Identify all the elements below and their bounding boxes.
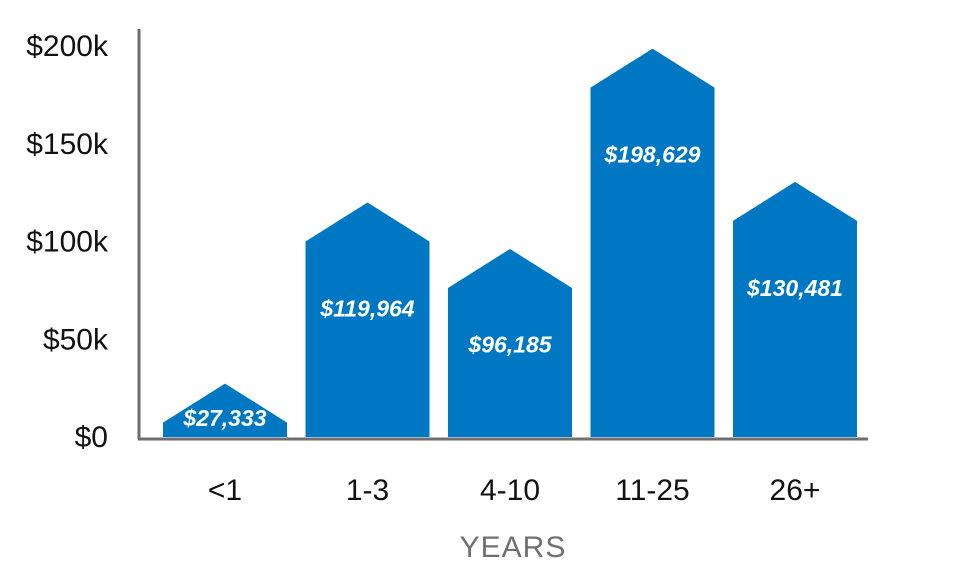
bar	[163, 383, 287, 437]
x-category-label: 1-3	[346, 474, 389, 507]
y-tick-label: $50k	[43, 323, 109, 356]
y-tick-label: $100k	[26, 226, 109, 259]
bar-data-label: $198,629	[604, 142, 701, 168]
bar	[305, 202, 430, 437]
x-axis-title: YEARS	[460, 531, 567, 564]
bar	[448, 248, 572, 437]
y-tick-label: $150k	[26, 128, 109, 161]
y-axis-ticks: $0 $50k $100k $150k $200k	[26, 30, 109, 454]
bar-data-label: $27,333	[182, 405, 266, 431]
bar	[733, 181, 857, 437]
bar	[590, 48, 715, 438]
bar-data-label: $96,185	[467, 332, 552, 358]
x-axis-categories: <1 1-3 4-10 11-25 26+	[208, 474, 821, 507]
x-category-label: 26+	[770, 474, 821, 507]
y-tick-label: $200k	[26, 30, 109, 63]
x-category-label: 11-25	[615, 474, 690, 507]
data-labels: $27,333 $119,964 $96,185 $198,629 $130,481	[182, 142, 843, 431]
bar-data-label: $119,964	[319, 295, 414, 321]
x-category-label: <1	[208, 474, 242, 507]
y-tick-label: $0	[75, 421, 108, 454]
bar-data-label: $130,481	[746, 275, 843, 301]
x-category-label: 4-10	[480, 474, 540, 507]
bars	[163, 48, 857, 438]
